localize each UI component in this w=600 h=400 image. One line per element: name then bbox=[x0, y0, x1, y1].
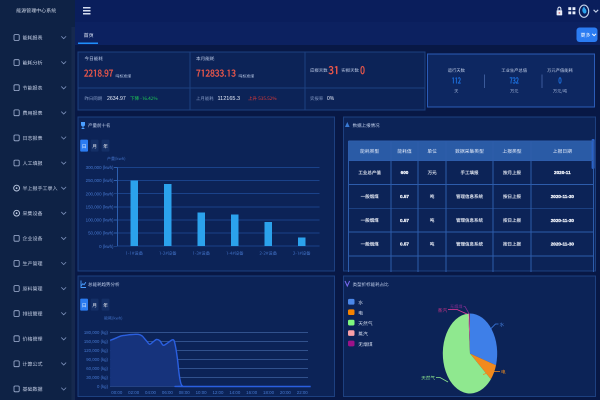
svg-text:150,000 (kwh): 150,000 (kwh) bbox=[86, 204, 114, 209]
svg-text:2634.97: 2634.97 bbox=[107, 96, 126, 102]
svg-text:2020-11-30: 2020-11-30 bbox=[551, 242, 575, 247]
svg-text:0 (kwh): 0 (kwh) bbox=[99, 244, 114, 249]
svg-text:0.57: 0.57 bbox=[400, 218, 409, 223]
svg-text:112165.3: 112165.3 bbox=[218, 96, 241, 102]
svg-text:08:00: 08:00 bbox=[179, 390, 191, 395]
svg-text:×: × bbox=[90, 33, 93, 39]
svg-text:2020-11-30: 2020-11-30 bbox=[551, 194, 575, 199]
svg-text:14:00: 14:00 bbox=[229, 390, 241, 395]
svg-text:150,000 (kg): 150,000 (kg) bbox=[84, 339, 109, 344]
svg-text:50,000 (kwh): 50,000 (kwh) bbox=[88, 231, 114, 236]
svg-text:0.57: 0.57 bbox=[400, 242, 409, 247]
svg-text:600: 600 bbox=[401, 170, 409, 175]
svg-text:60,000 (kg): 60,000 (kg) bbox=[86, 366, 108, 371]
svg-text:250,000 (kwh): 250,000 (kwh) bbox=[86, 178, 114, 183]
svg-text:02:00: 02:00 bbox=[128, 390, 140, 395]
svg-text:12:00: 12:00 bbox=[212, 390, 224, 395]
svg-text:06:00: 06:00 bbox=[162, 390, 174, 395]
svg-text:180,000 (kg): 180,000 (kg) bbox=[84, 330, 109, 335]
svg-text:00:00: 00:00 bbox=[111, 390, 123, 395]
svg-text:2020-11: 2020-11 bbox=[554, 170, 571, 175]
svg-text:10:00: 10:00 bbox=[196, 390, 208, 395]
svg-text:300,000 (kwh): 300,000 (kwh) bbox=[86, 165, 114, 170]
svg-text:200,000 (kwh): 200,000 (kwh) bbox=[86, 191, 114, 196]
svg-text:100,000 (kwh): 100,000 (kwh) bbox=[86, 218, 114, 223]
svg-text:90,000 (kg): 90,000 (kg) bbox=[86, 357, 108, 362]
svg-text:120,000 (kg): 120,000 (kg) bbox=[84, 348, 109, 353]
svg-text:16:00: 16:00 bbox=[246, 390, 258, 395]
svg-text:30,000 (kg): 30,000 (kg) bbox=[86, 375, 108, 380]
svg-text:04:00: 04:00 bbox=[145, 390, 157, 395]
svg-text:0.57: 0.57 bbox=[400, 194, 409, 199]
svg-text:2020-11-30: 2020-11-30 bbox=[551, 218, 575, 223]
svg-text:20:00: 20:00 bbox=[280, 390, 292, 395]
svg-text:0%: 0% bbox=[327, 96, 335, 102]
svg-text:18:00: 18:00 bbox=[263, 390, 275, 395]
svg-text:22:00: 22:00 bbox=[297, 390, 309, 395]
svg-text:0 (kg): 0 (kg) bbox=[97, 384, 109, 389]
